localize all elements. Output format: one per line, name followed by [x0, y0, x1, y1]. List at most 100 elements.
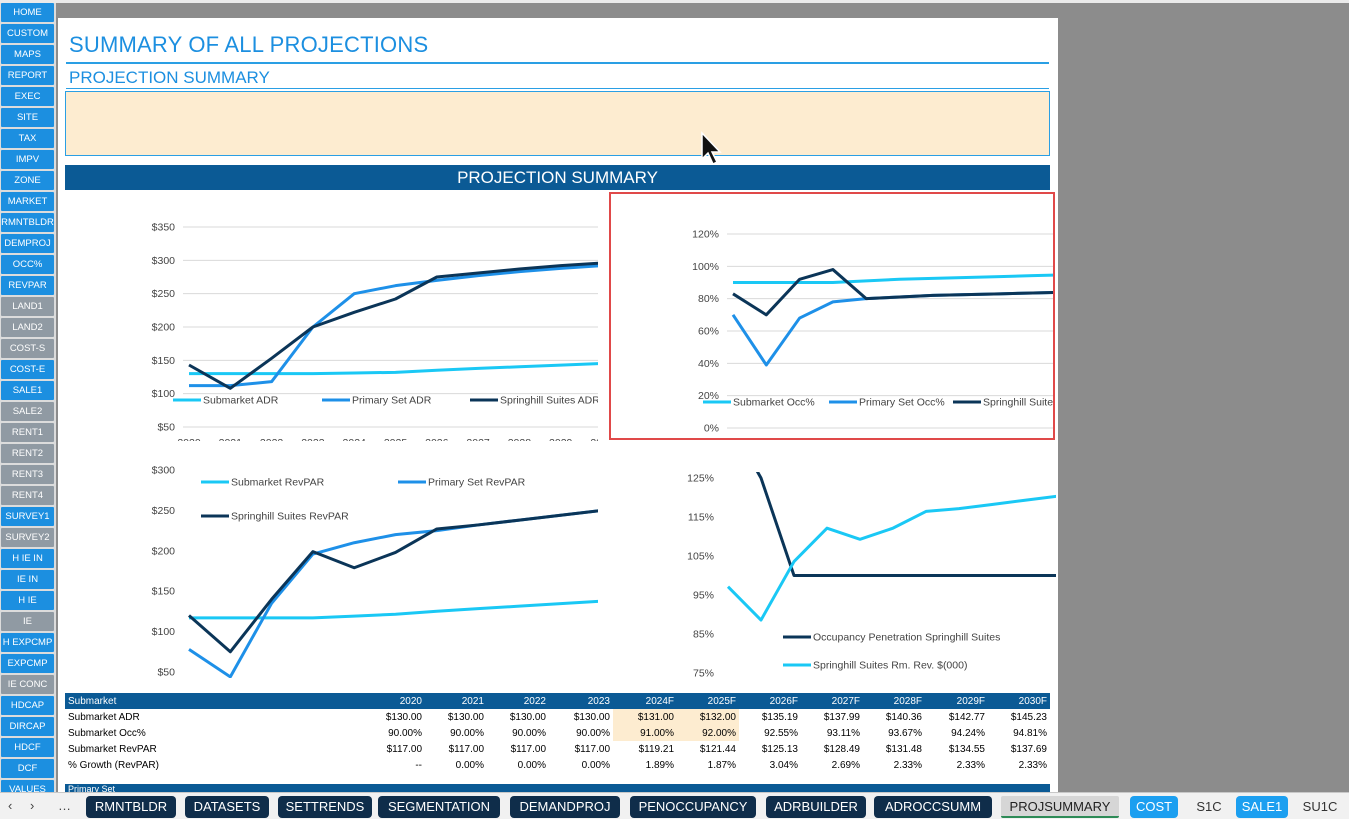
sheet-tab-settrends[interactable]: SETTRENDS [278, 796, 372, 818]
table-cell[interactable]: 0.00% [581, 759, 610, 771]
table-cell[interactable]: $142.77 [948, 711, 985, 723]
table-cell[interactable]: 94.24% [951, 727, 985, 739]
table-cell[interactable]: 92.55% [764, 727, 798, 739]
table-cell[interactable]: % Growth (RevPAR) [68, 759, 159, 771]
nav-button-dcf[interactable]: DCF [1, 759, 54, 778]
table-cell[interactable]: 1.87% [707, 759, 736, 771]
adr-chart[interactable]: $50 $100 $150 $200 $250 $300 $350 2020 2021 2022 2… [78, 194, 598, 441]
table-cell[interactable]: $130.00 [573, 711, 610, 723]
table-cell[interactable]: 2.33% [893, 759, 922, 771]
nav-button-report[interactable]: REPORT [1, 66, 54, 85]
table-cell[interactable]: Submarket ADR [68, 711, 140, 723]
table-cell[interactable]: 93.67% [888, 727, 922, 739]
nav-button-exec[interactable]: EXEC [1, 87, 54, 106]
sheet-tab-rmntbldr[interactable]: RMNTBLDR [86, 796, 176, 818]
nav-button-survey2[interactable]: SURVEY2 [1, 528, 54, 547]
nav-button-rent3[interactable]: RENT3 [1, 465, 54, 484]
table-cell[interactable]: 92.00% [677, 725, 739, 741]
table-cell[interactable]: $119.21 [638, 743, 674, 755]
table-cell[interactable]: $134.55 [948, 743, 985, 755]
nav-button-occ-[interactable]: OCC% [1, 255, 54, 274]
table-cell[interactable]: 90.00% [576, 727, 610, 739]
nav-button-expcmp[interactable]: EXPCMP [1, 654, 54, 673]
nav-button-rent4[interactable]: RENT4 [1, 486, 54, 505]
table-cell[interactable]: 0.00% [517, 759, 546, 771]
scroll-left-icon[interactable]: ‹ [8, 798, 13, 813]
table-cell[interactable]: $137.69 [1010, 743, 1047, 755]
table-cell[interactable]: $117.00 [574, 743, 610, 755]
nav-button-market[interactable]: MARKET [1, 192, 54, 211]
revpar-chart[interactable]: $50$100$150$200$250$30020202021202220232… [78, 442, 598, 680]
nav-button-site[interactable]: SITE [1, 108, 54, 127]
table-cell[interactable]: $130.00 [447, 711, 484, 723]
nav-button-tax[interactable]: TAX [1, 129, 54, 148]
table-cell[interactable]: $132.00 [677, 709, 739, 725]
table-cell[interactable]: -- [415, 759, 422, 771]
sheet-tab-adrbuilder[interactable]: ADRBUILDER [766, 796, 866, 818]
sheet-tab-demandproj[interactable]: DEMANDPROJ [510, 796, 620, 818]
table-cell[interactable]: Submarket RevPAR [68, 743, 157, 755]
table-cell[interactable]: $145.23 [1010, 711, 1047, 723]
table-cell[interactable]: 90.00% [512, 727, 546, 739]
sheet-tab-adroccsumm[interactable]: ADROCCSUMM [874, 796, 992, 818]
nav-button-impv[interactable]: IMPV [1, 150, 54, 169]
more-tabs-icon[interactable]: … [58, 798, 71, 813]
table-cell[interactable]: $131.48 [885, 743, 922, 755]
penetration-chart[interactable]: 75%85%95%105%115%125%$0$1$2$3$4$5$6$7Tho… [611, 442, 1056, 680]
sheet-tab-cost[interactable]: COST [1130, 796, 1178, 818]
sheet-tab-segmentation[interactable]: SEGMENTATION [378, 796, 500, 818]
table-cell[interactable]: $128.49 [823, 743, 860, 755]
nav-button-h-expcmp[interactable]: H EXPCMP [1, 633, 54, 652]
nav-button-land2[interactable]: LAND2 [1, 318, 54, 337]
nav-button-sale2[interactable]: SALE2 [1, 402, 54, 421]
nav-button-cost-e[interactable]: COST-E [1, 360, 54, 379]
table-cell[interactable]: $131.00 [613, 709, 677, 725]
table-cell[interactable]: 94.81% [1013, 727, 1047, 739]
nav-button-maps[interactable]: MAPS [1, 45, 54, 64]
nav-button-ie-in[interactable]: IE IN [1, 570, 54, 589]
table-cell[interactable]: $125.13 [761, 743, 798, 755]
nav-button-hdcap[interactable]: HDCAP [1, 696, 54, 715]
table-cell[interactable]: 91.00% [613, 725, 677, 741]
sheet-tab-projsummary[interactable]: PROJSUMMARY [1001, 796, 1119, 818]
nav-button-demproj[interactable]: DEMPROJ [1, 234, 54, 253]
nav-button-h-ie[interactable]: H IE [1, 591, 54, 610]
nav-button-ie-conc[interactable]: IE CONC [1, 675, 54, 694]
nav-button-zone[interactable]: ZONE [1, 171, 54, 190]
table-cell[interactable]: 2.33% [1018, 759, 1047, 771]
table-cell[interactable]: $135.19 [761, 711, 798, 723]
sheet-tab-sale1[interactable]: SALE1 [1236, 796, 1288, 818]
nav-button-h-ie-in[interactable]: H IE IN [1, 549, 54, 568]
nav-button-revpar[interactable]: REVPAR [1, 276, 54, 295]
sheet-tab-s1c[interactable]: S1C [1196, 799, 1222, 814]
table-cell[interactable]: 93.11% [826, 727, 860, 739]
occupancy-chart[interactable]: 0% 20% 40% 60% 80% 100% 120% 2020 2021 2022 2023 20… [611, 194, 1053, 438]
table-cell[interactable]: $117.00 [510, 743, 546, 755]
table-cell[interactable]: $130.00 [509, 711, 546, 723]
nav-button-land1[interactable]: LAND1 [1, 297, 54, 316]
nav-button-custom[interactable]: CUSTOM [1, 24, 54, 43]
sheet-tab-datasets[interactable]: DATASETS [185, 796, 269, 818]
table-cell[interactable]: 0.00% [455, 759, 484, 771]
table-cell[interactable]: 90.00% [450, 727, 484, 739]
table-cell[interactable]: Submarket Occ% [68, 727, 146, 739]
nav-button-rent1[interactable]: RENT1 [1, 423, 54, 442]
table-cell[interactable]: $140.36 [885, 711, 922, 723]
notes-box[interactable] [65, 91, 1050, 156]
nav-button-cost-s[interactable]: COST-S [1, 339, 54, 358]
nav-button-sale1[interactable]: SALE1 [1, 381, 54, 400]
table-cell[interactable]: 2.33% [956, 759, 985, 771]
nav-button-rent2[interactable]: RENT2 [1, 444, 54, 463]
nav-button-ie[interactable]: IE [1, 612, 54, 631]
sheet-tab-penoccupancy[interactable]: PENOCCUPANCY [630, 796, 756, 818]
table-cell[interactable]: $117.00 [448, 743, 484, 755]
sheet-tab-su1c[interactable]: SU1C [1302, 799, 1338, 814]
table-cell[interactable]: 90.00% [388, 727, 422, 739]
table-cell[interactable]: 3.04% [769, 759, 798, 771]
table-cell[interactable]: 1.89% [645, 759, 674, 771]
nav-button-dircap[interactable]: DIRCAP [1, 717, 54, 736]
nav-button-survey1[interactable]: SURVEY1 [1, 507, 54, 526]
table-cell[interactable]: $121.44 [699, 743, 736, 755]
table-cell[interactable]: 2.69% [831, 759, 860, 771]
scroll-right-icon[interactable]: › [30, 798, 35, 813]
